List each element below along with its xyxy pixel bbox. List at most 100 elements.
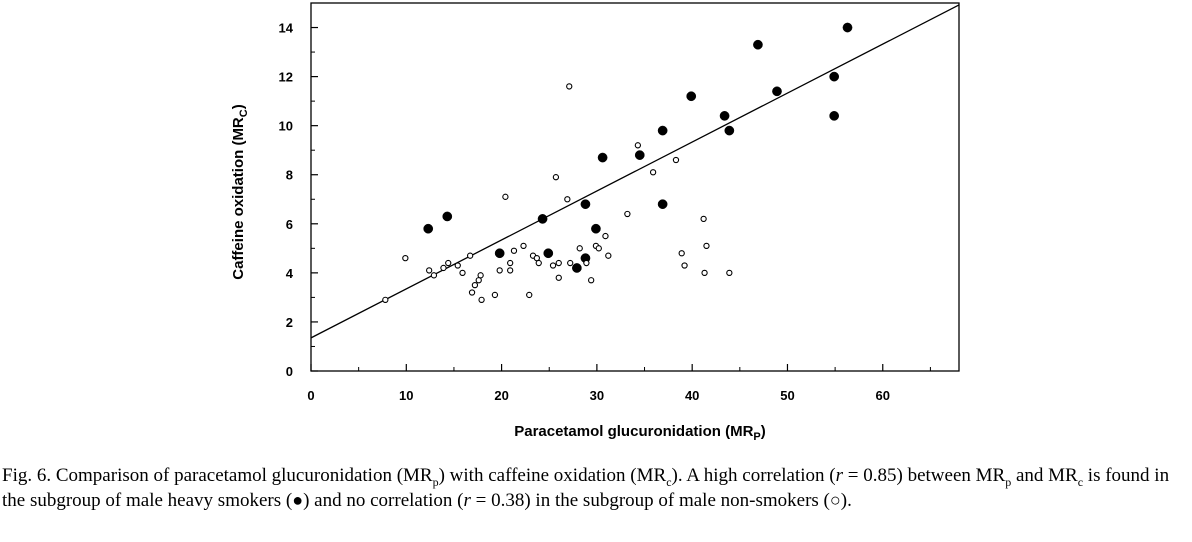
open-circle-symbol: ○ xyxy=(829,490,841,510)
filled-point xyxy=(423,223,434,234)
open-point xyxy=(402,254,409,262)
open-point xyxy=(583,259,590,267)
x-tick-label: 60 xyxy=(876,388,890,403)
y-tick-label: 8 xyxy=(286,168,293,183)
x-axis-title-sub: P xyxy=(753,431,760,443)
y-tick-label: 14 xyxy=(279,21,294,36)
open-point xyxy=(454,262,461,269)
open-point xyxy=(471,281,479,289)
open-point xyxy=(466,252,474,259)
open-point xyxy=(681,262,688,269)
x-tick-label: 50 xyxy=(780,388,794,403)
open-point xyxy=(477,272,484,279)
open-point xyxy=(564,196,571,203)
open-point xyxy=(726,269,733,277)
caption-subscript: c xyxy=(666,474,672,489)
x-axis-title: Paracetamol glucuronidation (MRP) xyxy=(514,423,766,443)
regression-line xyxy=(310,4,960,339)
open-point xyxy=(567,259,574,267)
x-tick-label: 10 xyxy=(399,388,413,403)
filled-point xyxy=(772,86,782,97)
open-point xyxy=(507,267,514,274)
caption-r-symbol: r xyxy=(835,465,844,486)
caption-figure-number: Fig. 6. xyxy=(2,465,52,486)
filled-point xyxy=(572,263,582,273)
open-point xyxy=(624,210,631,218)
filled-point xyxy=(442,211,453,222)
open-point xyxy=(520,242,527,250)
open-point xyxy=(678,250,685,257)
open-point xyxy=(459,269,466,277)
caption-r-symbol: r xyxy=(463,490,471,511)
open-point xyxy=(535,259,542,267)
open-point xyxy=(701,269,708,277)
caption-text: ). xyxy=(840,490,852,511)
figure-caption: Fig. 6. Comparison of paracetamol glucur… xyxy=(2,464,1188,513)
open-point xyxy=(700,215,707,223)
open-point xyxy=(382,296,389,304)
open-point xyxy=(430,272,438,279)
caption-text: = 0.85) between MR xyxy=(843,465,1006,486)
open-point xyxy=(549,262,557,269)
x-tick-label: 0 xyxy=(307,388,314,403)
caption-text: = 0.38) in the subgroup of male non-smok… xyxy=(470,490,830,511)
y-axis-title: Caffeine oxidation (MRC) xyxy=(230,104,250,279)
open-point xyxy=(555,259,562,267)
open-point xyxy=(703,242,710,250)
filled-point xyxy=(753,39,763,50)
caption-text: ) with caffeine oxidation (MR xyxy=(438,465,667,486)
filled-point xyxy=(686,91,697,102)
filled-point xyxy=(543,248,554,259)
open-point xyxy=(588,277,595,284)
caption-text: and MR xyxy=(1011,465,1078,486)
open-point xyxy=(510,247,518,254)
plot-frame xyxy=(310,2,960,372)
data-points xyxy=(310,4,960,339)
caption-text: ) and no correlation ( xyxy=(303,490,464,511)
y-tick-label: 2 xyxy=(286,315,293,330)
filled-point xyxy=(657,125,668,136)
caption-text: is found in the subgroup of male heavy s… xyxy=(2,465,1170,511)
open-point xyxy=(595,245,602,252)
filled-point xyxy=(537,214,548,224)
x-tick-label: 30 xyxy=(590,388,604,403)
y-axis-title-main: Caffeine oxidation (MR xyxy=(230,117,247,280)
y-tick-label: 10 xyxy=(279,119,293,134)
open-point xyxy=(605,252,612,259)
open-point xyxy=(502,193,509,200)
caption-text: ). A high correlation ( xyxy=(671,465,836,486)
open-point xyxy=(634,142,642,149)
filled-point xyxy=(591,223,601,234)
open-point xyxy=(491,291,499,299)
open-point xyxy=(526,291,533,299)
open-point xyxy=(649,169,657,176)
filled-point xyxy=(724,125,735,136)
filled-point xyxy=(634,150,645,160)
filled-point xyxy=(719,111,730,121)
x-axis-title-main: Paracetamol glucuronidation (MR xyxy=(514,423,753,440)
open-point xyxy=(468,289,476,296)
open-point xyxy=(672,156,680,164)
open-point xyxy=(576,245,583,252)
y-axis-title-end: ) xyxy=(230,104,247,109)
open-point xyxy=(496,267,503,274)
y-tick-label: 0 xyxy=(286,364,293,379)
caption-subscript: p xyxy=(432,474,439,489)
filled-circle-symbol: ● xyxy=(292,490,304,510)
filled-point xyxy=(580,199,591,210)
open-point xyxy=(426,267,433,274)
filled-point xyxy=(829,111,840,121)
open-point xyxy=(602,232,609,240)
open-point xyxy=(445,259,452,267)
open-point xyxy=(552,174,560,181)
y-tick-label: 12 xyxy=(279,70,293,85)
open-point xyxy=(478,296,485,304)
caption-subscript: c xyxy=(1077,474,1084,489)
open-point xyxy=(440,264,447,272)
open-point xyxy=(555,274,562,281)
filled-point xyxy=(829,71,840,82)
open-point xyxy=(507,259,514,267)
y-axis-title-sub: C xyxy=(238,109,250,117)
axes: 0 2 4 6 8 10 12 14 0 10 20 30 40 50 60 xyxy=(279,2,960,403)
x-tick-label: 20 xyxy=(494,388,508,403)
